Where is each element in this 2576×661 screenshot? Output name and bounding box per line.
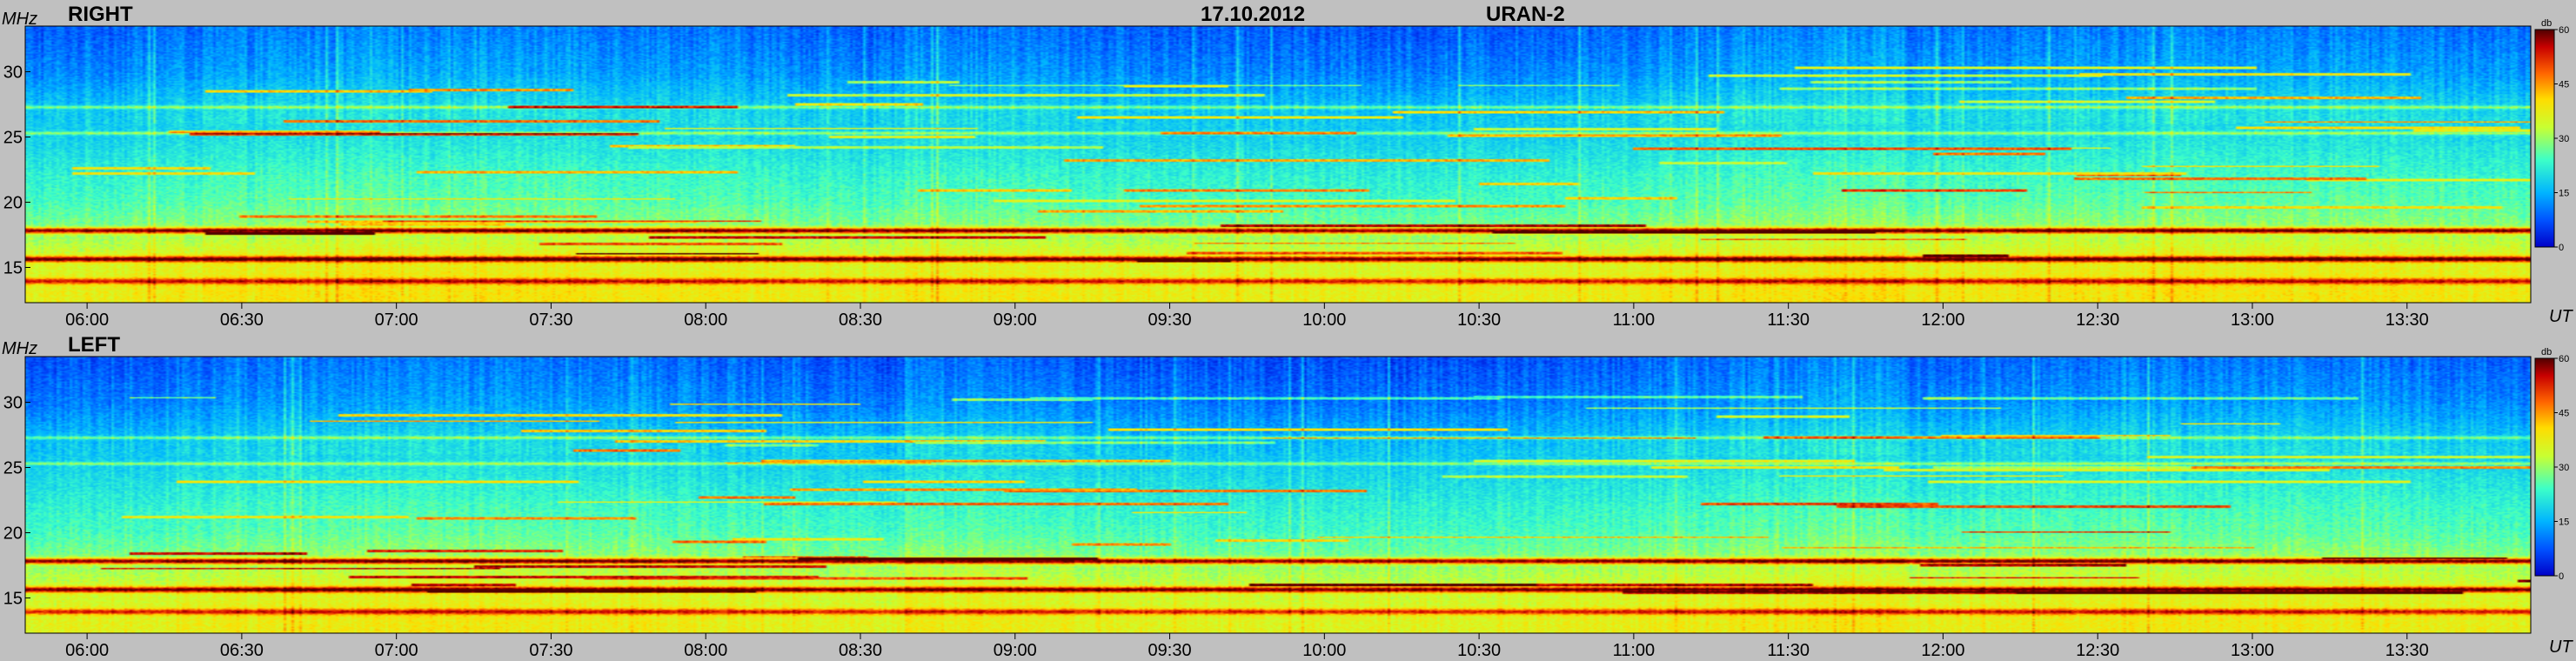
instrument-title: URAN-2 (1486, 3, 1565, 26)
x-tick-label: 07:30 (529, 641, 572, 660)
x-tick-label: 10:30 (1457, 310, 1501, 330)
x-tick-label: 12:00 (1921, 310, 1964, 330)
x-tick-label: 11:00 (1613, 641, 1656, 660)
x-tick-label: 06:00 (65, 641, 109, 660)
x-tick-label: 09:30 (1148, 310, 1192, 330)
colorbar-right: db 60 45 30 15 0 (2534, 18, 2569, 253)
colorbar-label-left: db (2541, 347, 2552, 357)
x-tick-label: 08:30 (839, 641, 882, 660)
y-tick-label: 20 (3, 194, 23, 213)
x-tick-label: 07:30 (529, 310, 572, 330)
colorbar-tick-label: 0 (2559, 571, 2564, 582)
colorbar-tick-label: 30 (2559, 463, 2569, 473)
x-tick-label: 12:30 (2076, 641, 2119, 660)
x-tick-label: 08:00 (684, 641, 727, 660)
y-tick-label: 30 (3, 63, 23, 83)
plot-area-left (24, 356, 2532, 634)
colorbar-left: db 60 45 30 15 0 (2534, 347, 2569, 582)
y-ticks-right: 30 25 20 15 (3, 63, 30, 278)
x-tick-label: 10:30 (1457, 641, 1501, 660)
x-tick-label: 07:00 (375, 641, 418, 660)
colorbar-tick-label: 45 (2559, 80, 2569, 90)
colorbar-label-right: db (2541, 18, 2552, 29)
colorbar-gradient-left (2534, 357, 2555, 577)
x-tick-label: 06:00 (65, 310, 109, 330)
y-ticks-left: 30 25 20 15 (3, 394, 30, 609)
plot-area-right (24, 25, 2532, 304)
x-tick-label: 12:30 (2076, 310, 2119, 330)
plot-frame-right (24, 25, 2532, 304)
x-tick-label: 08:30 (839, 310, 882, 330)
x-tick-label: 13:30 (2385, 641, 2429, 660)
date-title: 17.10.2012 (1201, 3, 1305, 26)
heatmap-image-left (25, 357, 2531, 633)
x-tick-label: 08:00 (684, 310, 727, 330)
x-tick-label: 12:00 (1921, 641, 1964, 660)
x-tick-label: 06:30 (220, 310, 264, 330)
x-tick-label: 13:00 (2231, 310, 2274, 330)
colorbar-ticks-left: 60 45 30 15 0 (2554, 354, 2569, 582)
x-ticks-right: 06:00 06:30 07:00 07:30 08:00 08:30 09:00 09:30… (65, 303, 2429, 330)
x-tick-label: 11:30 (1767, 641, 1810, 660)
colorbar-tick-label: 15 (2559, 189, 2569, 199)
panel-left: LEFT MHz UT 30 25 20 15 06:00 06:30 07:00 07:3… (2, 333, 2573, 660)
y-tick-label: 20 (3, 524, 23, 544)
colorbar-tick-label: 45 (2559, 409, 2569, 419)
y-tick-label: 25 (3, 459, 23, 478)
y-tick-label: 15 (3, 590, 23, 609)
colorbar-tick-label: 30 (2559, 134, 2569, 144)
x-tick-label: 09:30 (1148, 641, 1192, 660)
x-tick-label: 09:00 (994, 641, 1037, 660)
plot-frame-left (24, 356, 2532, 634)
x-ticks-left: 06:00 06:30 07:00 07:30 08:00 08:30 09:00 09:30… (65, 633, 2429, 660)
x-tick-label: 10:00 (1302, 310, 1346, 330)
x-axis-unit-right: UT (2549, 307, 2573, 326)
x-tick-label: 13:30 (2385, 310, 2429, 330)
heatmap-image-right (25, 26, 2531, 303)
colorbar-gradient-right (2534, 29, 2555, 248)
x-tick-label: 09:00 (994, 310, 1037, 330)
y-axis-unit-right: MHz (2, 10, 37, 29)
x-tick-label: 11:30 (1767, 310, 1810, 330)
panel-label-right: RIGHT (68, 3, 133, 26)
x-tick-label: 11:00 (1613, 310, 1656, 330)
x-tick-label: 10:00 (1302, 641, 1346, 660)
colorbar-tick-label: 15 (2559, 517, 2569, 528)
colorbar-tick-label: 0 (2559, 243, 2564, 253)
x-tick-label: 13:00 (2231, 641, 2274, 660)
y-tick-label: 30 (3, 394, 23, 413)
colorbar-tick-label: 60 (2559, 25, 2569, 36)
y-axis-unit-left: MHz (2, 339, 37, 358)
x-tick-label: 06:30 (220, 641, 264, 660)
x-tick-label: 07:00 (375, 310, 418, 330)
panel-label-left: LEFT (68, 333, 120, 357)
y-tick-label: 25 (3, 129, 23, 148)
x-axis-unit-left: UT (2549, 638, 2573, 657)
panel-right: RIGHT MHz UT 30 25 20 15 06:00 06:30 07:00 07:… (2, 3, 2573, 330)
y-tick-label: 15 (3, 259, 23, 278)
colorbar-tick-label: 60 (2559, 354, 2569, 364)
colorbar-ticks-right: 60 45 30 15 0 (2554, 25, 2569, 253)
